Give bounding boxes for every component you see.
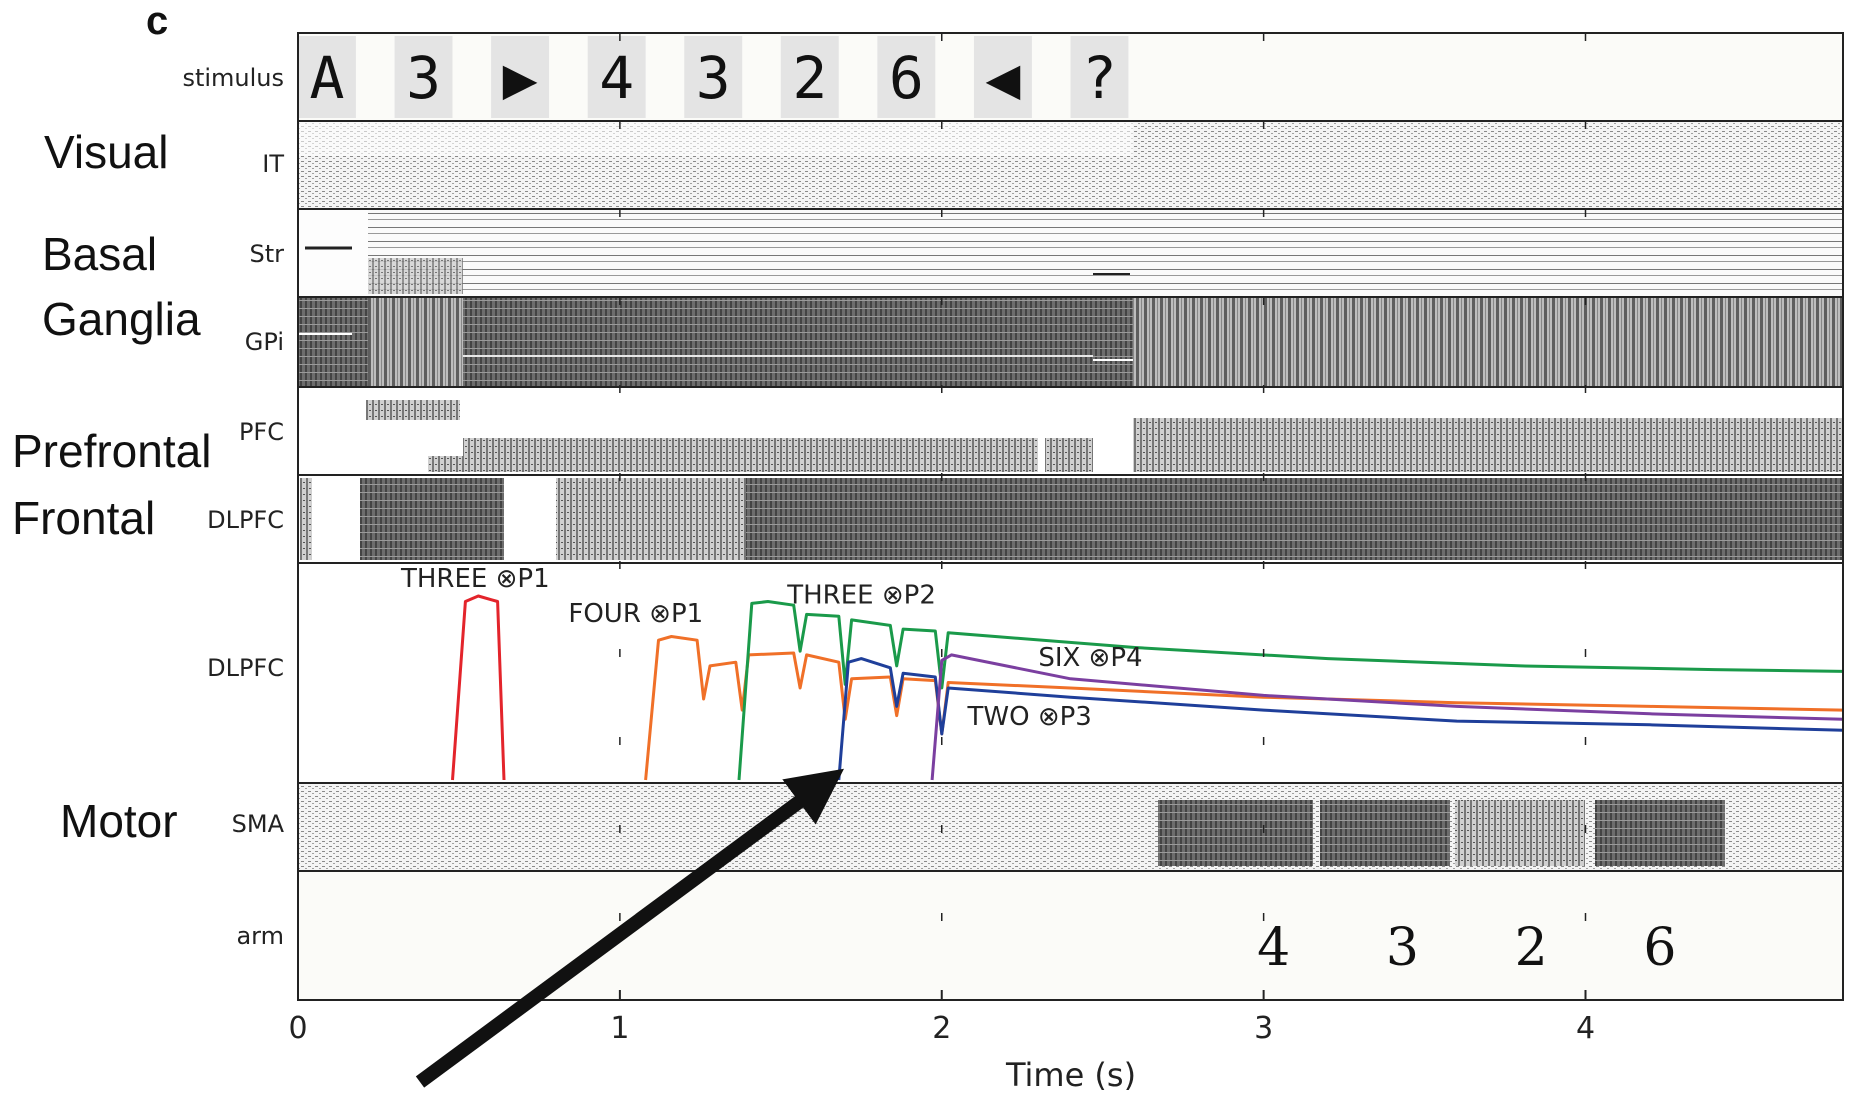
series-line-1: [644, 635, 1844, 781]
series-annotation: SIX ⊗P4: [1038, 643, 1142, 673]
stimulus-symbol: 3: [406, 44, 441, 112]
gpi-raster: [298, 298, 1843, 386]
stimulus-box: [780, 36, 839, 118]
stimulus-symbol: 3: [696, 44, 731, 112]
x-tick-label: 2: [932, 1011, 951, 1046]
arm-digit: 4: [1257, 918, 1290, 978]
row-label-dlpfc-lines: DLPFC: [207, 654, 284, 682]
str-raster: [298, 210, 1843, 296]
series-annotation: FOUR ⊗P1: [568, 599, 703, 629]
row-label-it: IT: [262, 150, 284, 178]
stimulus-symbol: 4: [599, 44, 634, 112]
series-annotation: THREE ⊗P2: [786, 580, 936, 610]
arm-row-background: [298, 872, 1843, 1000]
stimulus-symbol: 2: [792, 44, 827, 112]
pfc-raster: [298, 388, 1843, 474]
arm-digit: 2: [1515, 918, 1548, 978]
stimulus-symbol: ▶: [503, 44, 538, 112]
arm-digit: 6: [1643, 918, 1676, 978]
row-label-dlpfc-raster: DLPFC: [207, 506, 284, 534]
series-annotation: TWO ⊗P3: [967, 702, 1092, 732]
dlpfc-line-annotations: THREE ⊗P1 FOUR ⊗P1 THREE ⊗P2 SIX ⊗P4 TWO ⊗P3: [400, 564, 1143, 732]
region-label-frontal: Frontal: [12, 492, 155, 544]
pointer-arrow: [415, 768, 845, 1088]
region-label-prefrontal: Prefrontal: [12, 425, 211, 477]
dlpfc-line-plot-background: [298, 564, 1843, 782]
stimulus-box: [877, 36, 936, 118]
stimulus-box: [587, 36, 646, 118]
row-label-sma: SMA: [232, 810, 285, 838]
region-label-ganglia: Ganglia: [42, 293, 201, 345]
stimulus-box: [298, 36, 356, 118]
region-label-motor: Motor: [60, 795, 178, 847]
region-label-basal: Basal: [42, 228, 157, 280]
row-label-gpi: GPi: [245, 328, 284, 356]
row-label-stimulus: stimulus: [182, 64, 284, 92]
dlpfc-line-series: [451, 594, 1844, 781]
sma-raster: [298, 784, 1843, 870]
panel-letter: c: [146, 0, 168, 43]
row-label-arm: arm: [236, 922, 284, 950]
row-label-pfc: PFC: [239, 418, 284, 446]
region-label-visual: Visual: [44, 126, 168, 178]
stimulus-box: [973, 36, 1032, 118]
stimulus-symbol: A: [310, 44, 345, 112]
x-tick-label: 1: [610, 1011, 629, 1046]
series-annotation: THREE ⊗P1: [400, 564, 550, 594]
stimulus-symbol: 6: [889, 44, 924, 112]
x-tick-label: 4: [1576, 1011, 1595, 1046]
stimulus-box: [684, 36, 743, 118]
dlpfc-raster: [298, 476, 1843, 562]
x-axis-title: Time (s): [1005, 1056, 1136, 1094]
series-line-2: [737, 600, 1844, 781]
x-tick-label: 3: [1254, 1011, 1273, 1046]
series-line-0: [451, 594, 506, 781]
x-tick-label: 0: [288, 1011, 307, 1046]
stimulus-box: [1070, 36, 1129, 118]
arm-output-digits: 4 3 2 6: [1257, 918, 1676, 978]
series-line-4: [930, 653, 1844, 781]
row-label-str: Str: [249, 240, 284, 268]
it-raster: [298, 122, 1843, 208]
stimulus-box: [491, 36, 550, 118]
stimulus-symbol: ◀: [985, 44, 1020, 112]
stimulus-symbol: ?: [1082, 44, 1117, 112]
arm-digit: 3: [1386, 918, 1419, 978]
stimulus-sequence: A 3 ▶ 4 3 2 6 ◀?: [298, 36, 1129, 118]
stimulus-box: [394, 36, 453, 118]
